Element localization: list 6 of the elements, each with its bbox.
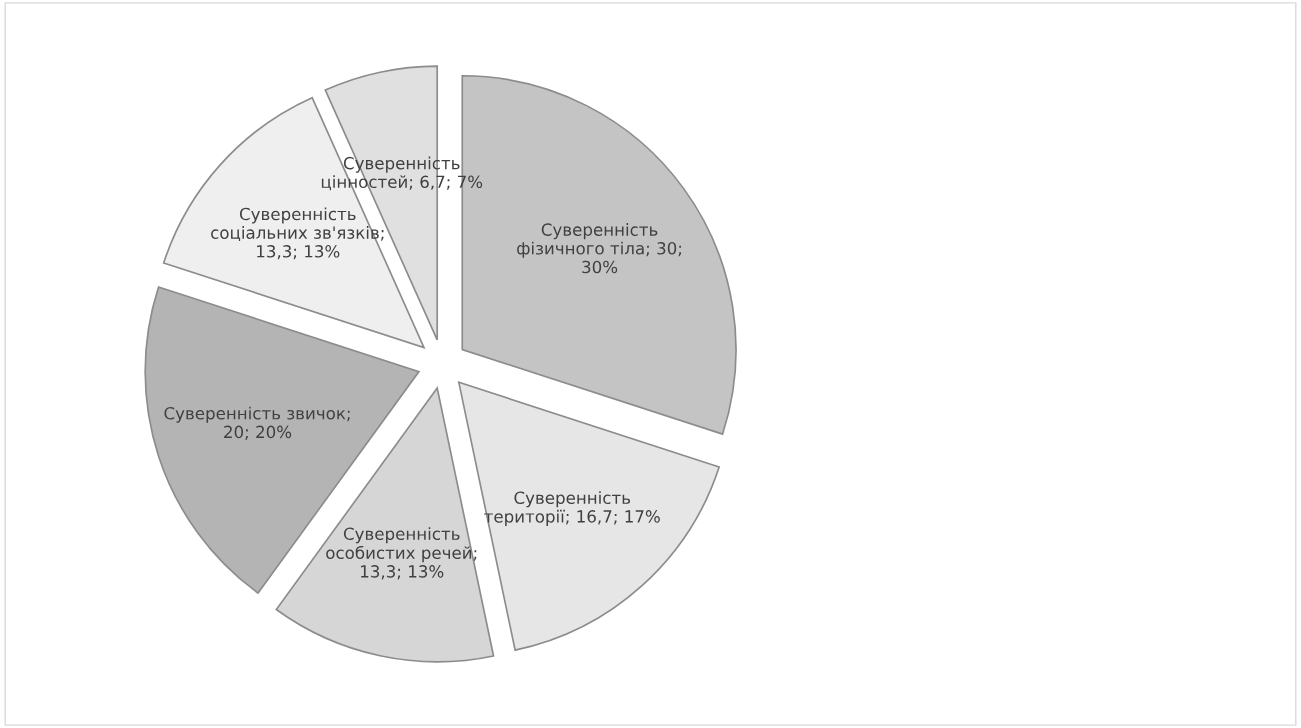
slice-label: Суверенність фізичного тіла; 30; 30% bbox=[517, 223, 681, 274]
slice-label: Суверенність звичок; 20; 20% bbox=[164, 406, 350, 440]
slice-label: Суверенність території; 16,7; 17% bbox=[484, 491, 660, 526]
slice-label: Суверенність цінностей; 6,7; 7% bbox=[321, 156, 483, 191]
slice-label: Суверенність соціальних зв'язків; 13,3; 13% bbox=[211, 207, 384, 260]
slice-label: Суверенність особистих речей; 13,3; 13% bbox=[326, 527, 477, 580]
